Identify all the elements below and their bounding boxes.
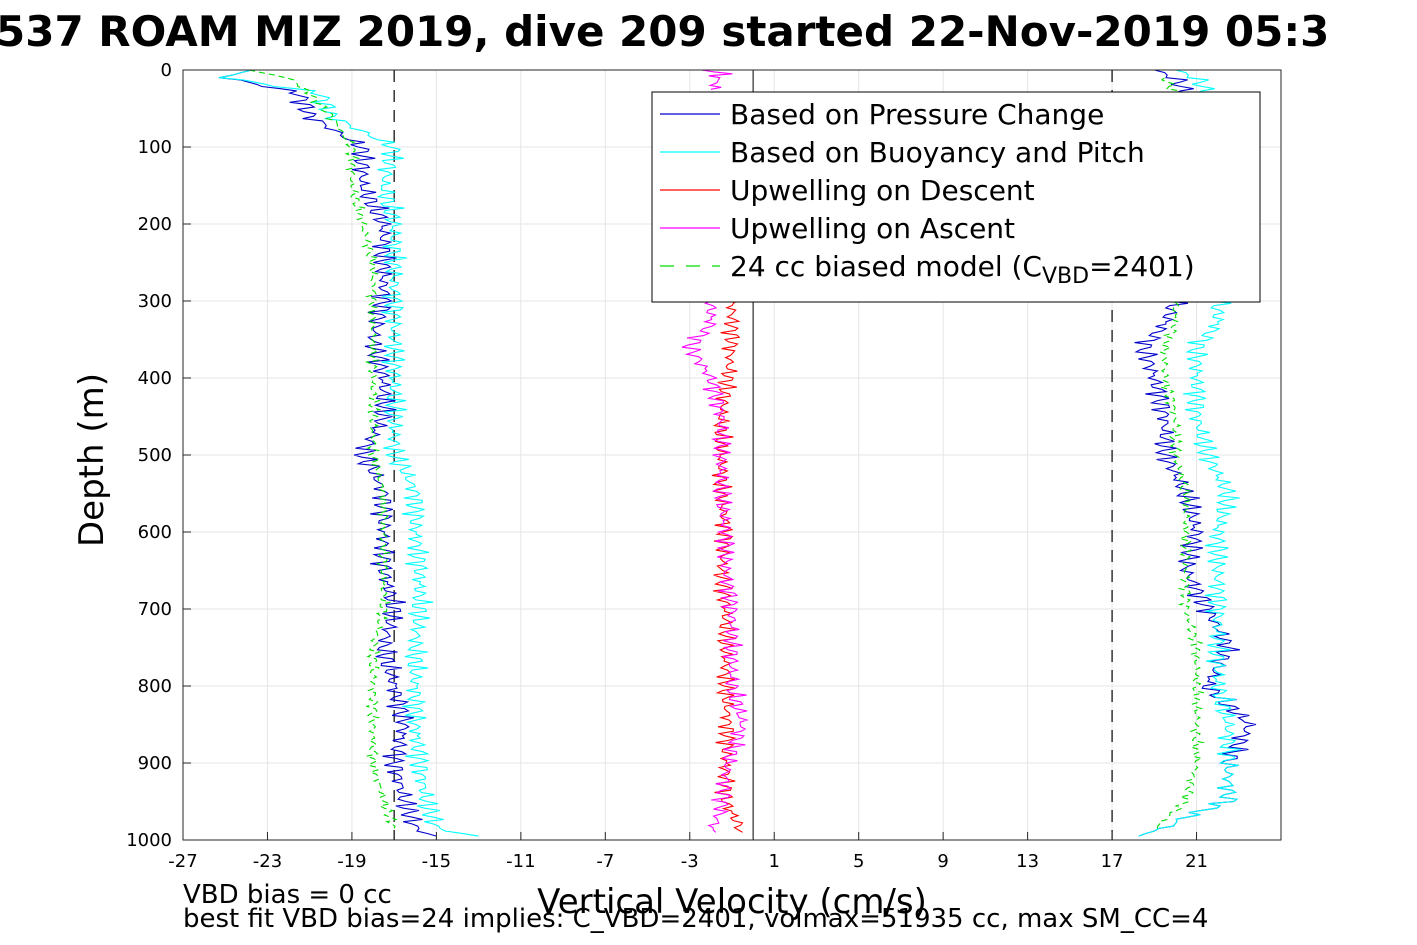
series-based-on-buoyancy-and-pitch-descent [218, 69, 479, 837]
x-axis-label: Vertical Velocity (cm/s) [537, 882, 927, 922]
y-axis-label: Depth (m) [72, 373, 112, 547]
y-tick-label: 900 [138, 753, 172, 774]
x-tick-label: -27 [168, 851, 197, 872]
legend: Based on Pressure Change Based on Buoyanc… [651, 91, 1261, 303]
series-upwelling-on-descent-descent [711, 300, 744, 833]
x-tick-label: 1 [769, 851, 780, 872]
series-upwelling-on-ascent-ascent [681, 300, 749, 833]
y-tick-label: 400 [138, 368, 172, 389]
y-tick-label: 700 [138, 599, 172, 620]
y-tick-label: 0 [161, 60, 172, 81]
chart-title: 537 ROAM MIZ 2019, dive 209 started 22-N… [0, 7, 1329, 56]
x-tick-label: -11 [506, 851, 535, 872]
y-tick-label: 200 [138, 214, 172, 235]
x-tick-labels: -27 -23 -19 -15 -11 -7 -3 1 5 9 13 17 21 [168, 832, 1208, 872]
x-tick-label: 5 [853, 851, 864, 872]
x-tick-label: -7 [596, 851, 614, 872]
y-tick-label: 1000 [126, 830, 172, 851]
y-tick-label: 100 [138, 137, 172, 158]
y-tick-labels: 0 100 200 300 400 500 600 700 800 900 1000 [126, 60, 191, 851]
series-24-cc-biased-model-descent [249, 69, 398, 829]
y-tick-label: 500 [138, 445, 172, 466]
x-tick-label: 21 [1185, 851, 1208, 872]
x-tick-label: 9 [937, 851, 948, 872]
legend-items: Based on Pressure Change Based on Buoyanc… [660, 98, 1195, 289]
legend-label: Upwelling on Descent [730, 174, 1035, 207]
series-based-on-pressure-change-descent [218, 69, 437, 837]
x-tick-label: -23 [253, 851, 282, 872]
legend-label: 24 cc biased model (CVBD=2401) [730, 250, 1195, 289]
series-upwelling-on-ascent-surface [701, 69, 733, 90]
y-tick-label: 600 [138, 522, 172, 543]
legend-label: Based on Buoyancy and Pitch [730, 136, 1145, 169]
x-tick-label: -19 [337, 851, 366, 872]
y-tick-label: 800 [138, 676, 172, 697]
x-tick-label: 13 [1016, 851, 1039, 872]
y-tick-label: 300 [138, 291, 172, 312]
annotation-best-fit: best fit VBD bias=24 implies: C_VBD=2401… [183, 904, 1208, 934]
x-tick-label: 17 [1101, 851, 1124, 872]
x-tick-label: -3 [681, 851, 699, 872]
legend-box [651, 91, 1261, 303]
x-tick-label: -15 [422, 851, 451, 872]
annotation-vbd-bias: VBD bias = 0 cc [183, 880, 392, 910]
legend-label: Based on Pressure Change [730, 98, 1104, 131]
legend-label: Upwelling on Ascent [730, 212, 1015, 245]
